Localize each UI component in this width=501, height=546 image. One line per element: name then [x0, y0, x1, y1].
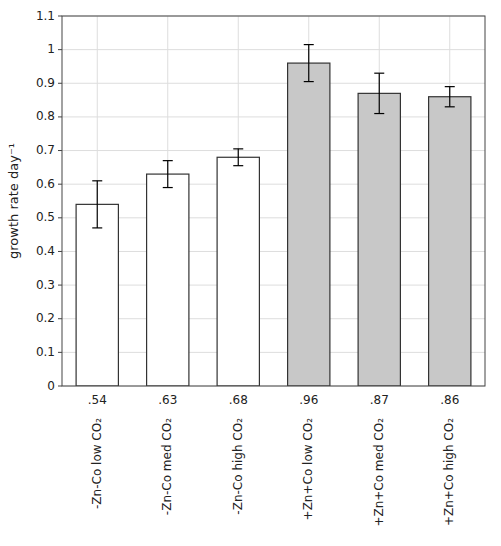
y-grid-line: [62, 217, 485, 218]
error-bar: [92, 181, 102, 228]
y-tick: [58, 285, 62, 286]
chart-container: 0 0.1 0.2 0.3 0.4 0.5 0.6 0.7 0.8 0.9 1 1.1 growth r…: [0, 0, 501, 546]
error-line: [238, 149, 239, 166]
y-tick: [58, 83, 62, 84]
chart: 0 0.1 0.2 0.3 0.4 0.5 0.6 0.7 0.8 0.9 1 1.1 growth r…: [0, 0, 501, 546]
error-bar: [445, 87, 455, 107]
y-tick: [58, 184, 62, 185]
y-tick-label: 0: [47, 379, 55, 393]
y-tick-label: 0.6: [36, 177, 55, 191]
error-cap: [304, 44, 314, 45]
bars: [76, 45, 471, 386]
y-tick-label: 0.5: [36, 210, 55, 224]
y-tick: [58, 251, 62, 252]
category-label: -Zn-Co med CO₂: [160, 418, 174, 515]
y-tick: [58, 150, 62, 151]
error-cap: [233, 148, 243, 149]
error-bar: [374, 73, 384, 113]
category-label: -Zn-Co high CO₂: [231, 418, 245, 515]
x-axis: .54 -Zn-Co low CO₂ .63 -Zn-Co med CO₂ .68 -Zn…: [88, 393, 460, 527]
error-line: [167, 161, 168, 188]
y-tick: [58, 386, 62, 387]
category-label: +Zn+Co low CO₂: [301, 418, 315, 521]
y-grid-line: [62, 83, 485, 84]
y-tick-label: 0.9: [36, 76, 55, 90]
error-line: [379, 73, 380, 113]
y-tick: [58, 49, 62, 50]
bar: [217, 157, 259, 386]
y-tick-label: 0.2: [36, 311, 55, 325]
value-label: .86: [440, 393, 459, 407]
error-cap: [233, 165, 243, 166]
error-cap: [92, 180, 102, 181]
error-line: [449, 87, 450, 107]
y-tick-label: 0.7: [36, 143, 55, 157]
y-axis-label: growth rate day⁻¹: [6, 143, 21, 259]
value-label: .54: [88, 393, 107, 407]
error-cap: [445, 86, 455, 87]
error-bar: [304, 45, 314, 82]
error-bar: [233, 149, 243, 166]
y-grid-line: [62, 49, 485, 50]
category-label: -Zn-Co low CO₂: [90, 418, 104, 509]
plot-frame: [62, 16, 485, 386]
y-tick: [58, 116, 62, 117]
error-line: [308, 45, 309, 82]
y-axis: 0 0.1 0.2 0.3 0.4 0.5 0.6 0.7 0.8 0.9 1 1.1: [36, 9, 62, 393]
y-grid-line: [62, 116, 485, 117]
y-tick-label: 0.3: [36, 278, 55, 292]
bar: [288, 63, 330, 386]
y-grid-line: [62, 184, 485, 185]
error-cap: [374, 113, 384, 114]
y-tick-label: 0.8: [36, 109, 55, 123]
y-grid-line: [62, 352, 485, 353]
error-cap: [163, 187, 173, 188]
error-bar: [163, 161, 173, 188]
bar: [76, 204, 118, 386]
error-cap: [92, 227, 102, 228]
value-label: .63: [158, 393, 177, 407]
category-label: +Zn+Co high CO₂: [442, 418, 456, 526]
bar: [147, 174, 189, 386]
y-tick: [58, 318, 62, 319]
error-cap: [163, 160, 173, 161]
error-line: [97, 181, 98, 228]
value-label: .68: [229, 393, 248, 407]
grid: [62, 16, 485, 386]
error-cap: [304, 81, 314, 82]
y-grid-line: [62, 285, 485, 286]
y-tick-label: 0.1: [36, 345, 55, 359]
y-tick: [58, 16, 62, 17]
y-tick: [58, 217, 62, 218]
y-tick-label: 1: [47, 42, 55, 56]
category-label: +Zn+Co med CO₂: [372, 418, 386, 527]
y-tick-label: 0.4: [36, 244, 55, 258]
y-tick: [58, 352, 62, 353]
value-label: .87: [370, 393, 389, 407]
error-cap: [445, 106, 455, 107]
y-grid-line: [62, 318, 485, 319]
y-tick-label: 1.1: [36, 9, 55, 23]
value-label: .96: [299, 393, 318, 407]
y-grid-line: [62, 150, 485, 151]
error-cap: [374, 73, 384, 74]
bar: [429, 97, 471, 386]
y-grid-line: [62, 251, 485, 252]
bar: [358, 93, 400, 386]
